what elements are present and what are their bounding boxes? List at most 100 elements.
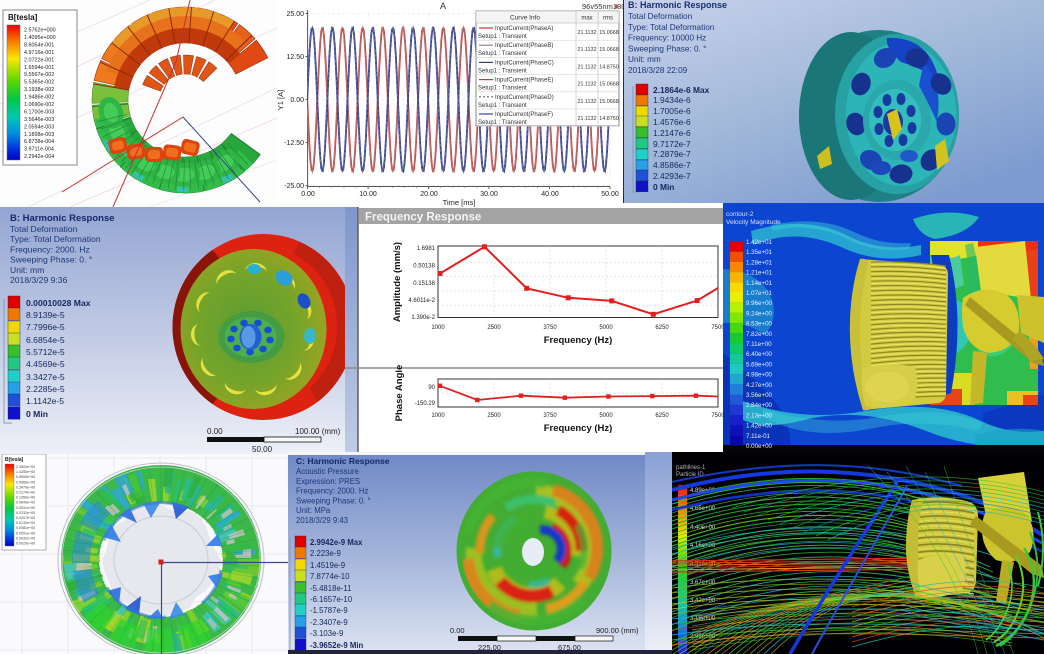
svg-text:2.0722e-001: 2.0722e-001 xyxy=(24,57,54,63)
svg-text:InputCurrent(PhaseD): InputCurrent(PhaseD) xyxy=(495,95,554,101)
svg-text:30.00: 30.00 xyxy=(480,191,498,198)
svg-text:-25.00: -25.00 xyxy=(284,183,304,190)
svg-text:Frequency (Hz): Frequency (Hz) xyxy=(544,423,613,434)
svg-text:Unit: mm: Unit: mm xyxy=(628,55,661,64)
svg-text:B: Harmonic Response: B: Harmonic Response xyxy=(10,213,115,224)
svg-text:1.0690e-002: 1.0690e-002 xyxy=(24,102,54,108)
svg-text:5.69e+00: 5.69e+00 xyxy=(746,361,773,368)
svg-text:1.9434e-6: 1.9434e-6 xyxy=(653,95,691,105)
svg-text:2.1864e-6 Max: 2.1864e-6 Max xyxy=(653,85,710,95)
svg-text:7.8774e-10: 7.8774e-10 xyxy=(310,572,350,581)
svg-text:0.50138: 0.50138 xyxy=(413,264,435,270)
svg-text:2.9942e-9 Max: 2.9942e-9 Max xyxy=(310,538,363,547)
svg-text:9.7172e-7: 9.7172e-7 xyxy=(653,139,691,149)
svg-text:3.5646e-003: 3.5646e-003 xyxy=(24,117,54,123)
svg-text:7500: 7500 xyxy=(711,413,723,419)
svg-text:Velocity Magnitude: Velocity Magnitude xyxy=(726,219,781,226)
svg-text:0.1359e+00: 0.1359e+00 xyxy=(16,496,35,500)
svg-text:0.00: 0.00 xyxy=(450,626,465,635)
svg-text:Setup1 : Transient: Setup1 : Transient xyxy=(478,86,527,92)
svg-text:1.42e+01: 1.42e+01 xyxy=(746,239,773,246)
svg-text:2.93e+00: 2.93e+00 xyxy=(690,634,716,640)
svg-text:Frequency: 2000. Hz: Frequency: 2000. Hz xyxy=(296,487,368,496)
svg-text:max: max xyxy=(581,16,592,22)
svg-text:1.4576e-6: 1.4576e-6 xyxy=(653,117,691,127)
svg-text:15.0668: 15.0668 xyxy=(599,99,619,105)
svg-text:Type: Total Deformation: Type: Total Deformation xyxy=(10,234,101,244)
svg-text:7.7996e-5: 7.7996e-5 xyxy=(26,322,65,332)
svg-text:B[tesla]: B[tesla] xyxy=(5,457,24,463)
svg-text:3.18e+00: 3.18e+00 xyxy=(690,616,716,622)
svg-text:6.8738e-004: 6.8738e-004 xyxy=(24,139,54,145)
svg-text:100.00 (mm): 100.00 (mm) xyxy=(295,427,341,436)
svg-text:Unit: MPa: Unit: MPa xyxy=(296,506,331,515)
svg-text:2.0594e-003: 2.0594e-003 xyxy=(24,124,54,130)
svg-text:0.5566e+00: 0.5566e+00 xyxy=(16,480,35,484)
svg-text:1.1142e-5: 1.1142e-5 xyxy=(26,396,64,406)
svg-text:4.6011e-2: 4.6011e-2 xyxy=(408,298,435,304)
svg-text:0.0207e+00: 0.0207e+00 xyxy=(16,516,35,520)
svg-text:1.390e-2: 1.390e-2 xyxy=(411,315,435,321)
svg-text:2.5762e+000: 2.5762e+000 xyxy=(24,28,56,34)
svg-text:1.14e+01: 1.14e+01 xyxy=(746,280,773,287)
svg-text:4.65e+00: 4.65e+00 xyxy=(690,506,716,512)
svg-text:2.2942e-004: 2.2942e-004 xyxy=(24,154,54,160)
svg-text:Sweeping Phase: 0. °: Sweeping Phase: 0. ° xyxy=(10,255,92,265)
svg-text:21.1132: 21.1132 xyxy=(577,64,596,70)
svg-text:1.21e+01: 1.21e+01 xyxy=(746,270,773,277)
svg-text:9.24e+00: 9.24e+00 xyxy=(746,310,773,317)
svg-text:Total Deformation: Total Deformation xyxy=(628,12,693,21)
svg-text:20.00: 20.00 xyxy=(420,191,438,198)
svg-text:B: Harmonic Response: B: Harmonic Response xyxy=(628,0,727,10)
svg-text:0 Min: 0 Min xyxy=(653,182,674,192)
svg-text:rms: rms xyxy=(603,16,613,22)
svg-text:InputCurrent(PhaseF): InputCurrent(PhaseF) xyxy=(495,112,553,118)
svg-text:-3.103e-9: -3.103e-9 xyxy=(310,629,343,638)
svg-text:4.4569e-5: 4.4569e-5 xyxy=(26,359,65,369)
svg-text:3.9711e-004: 3.9711e-004 xyxy=(24,147,54,153)
svg-text:1.4519e-9: 1.4519e-9 xyxy=(310,561,345,570)
svg-text:50.00: 50.00 xyxy=(252,445,273,454)
svg-text:15.0668: 15.0668 xyxy=(599,82,619,88)
svg-text:3.67e+00: 3.67e+00 xyxy=(690,580,716,586)
svg-text:225.00: 225.00 xyxy=(478,643,501,652)
svg-text:25.00: 25.00 xyxy=(286,11,304,18)
svg-text:0.0849e+00: 0.0849e+00 xyxy=(16,501,35,505)
svg-text:21.1132: 21.1132 xyxy=(577,30,596,36)
svg-text:0.8906e+00: 0.8906e+00 xyxy=(16,475,35,479)
svg-text:14.8750: 14.8750 xyxy=(599,64,619,70)
svg-text:2.2800e+00: 2.2800e+00 xyxy=(16,465,35,469)
svg-text:3750: 3750 xyxy=(543,325,557,331)
svg-text:1.6981: 1.6981 xyxy=(417,246,436,252)
svg-text:7500: 7500 xyxy=(711,325,723,331)
svg-text:Frequency Response: Frequency Response xyxy=(365,212,481,224)
svg-text:Total Deformation: Total Deformation xyxy=(10,224,78,234)
svg-text:Sweeping Phase: 0. °: Sweeping Phase: 0. ° xyxy=(296,496,371,505)
svg-text:Amplitude (mm/s): Amplitude (mm/s) xyxy=(392,242,403,322)
svg-text:40.00: 40.00 xyxy=(541,191,559,198)
svg-text:Frequency (Hz): Frequency (Hz) xyxy=(544,335,613,346)
svg-text:InputCurrent(PhaseC): InputCurrent(PhaseC) xyxy=(495,60,554,66)
svg-text:Frequency: 2000. Hz: Frequency: 2000. Hz xyxy=(10,244,90,254)
svg-text:14.8750: 14.8750 xyxy=(599,116,619,122)
svg-text:9.96e+00: 9.96e+00 xyxy=(746,300,773,307)
svg-text:Sweeping Phase: 0. °: Sweeping Phase: 0. ° xyxy=(628,44,706,53)
svg-text:15.0668: 15.0668 xyxy=(599,30,619,36)
svg-text:▲: ▲ xyxy=(613,3,620,10)
svg-text:-2.3407e-9: -2.3407e-9 xyxy=(310,618,348,627)
svg-text:-5.4818e-11: -5.4818e-11 xyxy=(310,584,351,593)
svg-text:2.84e+00: 2.84e+00 xyxy=(746,402,773,409)
svg-text:1.2147e-6: 1.2147e-6 xyxy=(653,128,691,138)
svg-text:2.4293e-7: 2.4293e-7 xyxy=(653,171,691,181)
svg-text:Setup1 : Transient: Setup1 : Transient xyxy=(478,120,527,126)
svg-text:InputCurrent(PhaseA): InputCurrent(PhaseA) xyxy=(495,26,553,32)
svg-text:3.3427e-5: 3.3427e-5 xyxy=(26,372,65,382)
svg-text:0.15138: 0.15138 xyxy=(413,281,435,287)
svg-text:900.00 (mm): 900.00 (mm) xyxy=(596,626,639,635)
svg-text:7.82e+00: 7.82e+00 xyxy=(746,331,773,338)
svg-text:0.0332e+00: 0.0332e+00 xyxy=(16,511,35,515)
svg-text:4.9716e-001: 4.9716e-001 xyxy=(24,50,54,56)
svg-text:8.6054e-001: 8.6054e-001 xyxy=(24,42,54,48)
svg-text:2018/3/28 22:09: 2018/3/28 22:09 xyxy=(628,66,688,75)
svg-text:contour-2: contour-2 xyxy=(726,211,754,218)
